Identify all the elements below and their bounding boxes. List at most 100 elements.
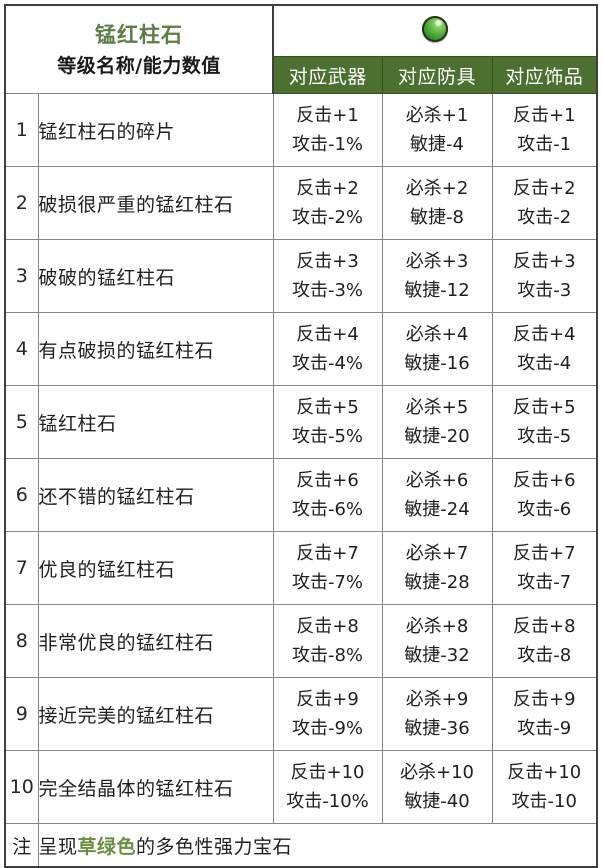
stat-line: 必杀+8 bbox=[405, 615, 469, 637]
stat-line: 攻击-9 bbox=[517, 718, 572, 739]
stat-line: 攻击-5% bbox=[291, 426, 364, 447]
stat-line: 反击+8 bbox=[513, 615, 576, 637]
cell-armor-stats: 必杀+7 敏捷-28 bbox=[381, 531, 493, 605]
cell-armor-stats: 必杀+5 敏捷-20 bbox=[381, 385, 493, 459]
cell-accessory-stats: 反击+10 攻击-10 bbox=[491, 750, 599, 824]
cell-gem-name: 锰红柱石的碎片 bbox=[37, 93, 274, 167]
table-body: 锰红柱石 等级名称/能力数值 对应武器 对应防具 对应饰品 1 锰红柱石的碎片 反击… bbox=[3, 4, 599, 868]
stat-line: 攻击-2% bbox=[291, 207, 364, 228]
stat-line: 反击+10 bbox=[507, 761, 582, 783]
stat-line: 必杀+5 bbox=[405, 396, 469, 418]
stat-line: 反击+2 bbox=[513, 177, 576, 199]
table-row: 3 破破的锰红柱石 反击+3 攻击-3% 必杀+3 敏捷-12 反击+3 攻击-3 bbox=[4, 239, 599, 313]
stat-line: 攻击-7% bbox=[291, 572, 364, 593]
cell-accessory-stats: 反击+9 攻击-9 bbox=[491, 677, 599, 751]
cell-accessory-stats: 反击+2 攻击-2 bbox=[491, 166, 599, 240]
column-header-weapon: 对应武器 bbox=[272, 56, 383, 94]
cell-armor-stats: 必杀+10 敏捷-40 bbox=[381, 750, 493, 824]
cell-accessory-stats: 反击+3 攻击-3 bbox=[491, 239, 599, 313]
cell-level: 2 bbox=[4, 166, 39, 240]
cell-level: 9 bbox=[4, 677, 39, 751]
cell-accessory-stats: 反击+1 攻击-1 bbox=[491, 93, 599, 167]
stat-line: 攻击-1% bbox=[291, 134, 364, 155]
stat-line: 攻击-4% bbox=[291, 353, 364, 374]
table-row: 4 有点破损的锰红柱石 反击+4 攻击-4% 必杀+4 敏捷-16 反击+4 攻击-4 bbox=[4, 312, 599, 386]
note-text: 呈现草绿色的多色性强力宝石 bbox=[37, 823, 599, 868]
gem-icon-cell bbox=[272, 4, 599, 57]
cell-gem-name: 非常优良的锰红柱石 bbox=[37, 604, 274, 678]
table-row: 5 锰红柱石 反击+5 攻击-5% 必杀+5 敏捷-20 反击+5 攻击-5 bbox=[4, 385, 599, 459]
stat-line: 反击+5 bbox=[296, 396, 359, 418]
cell-weapon-stats: 反击+3 攻击-3% bbox=[272, 239, 383, 313]
stat-line: 攻击-10% bbox=[286, 791, 369, 812]
stat-line: 敏捷-20 bbox=[404, 426, 470, 447]
stat-line: 必杀+7 bbox=[405, 542, 469, 564]
stat-line: 敏捷-4 bbox=[410, 134, 464, 155]
table-row: 8 非常优良的锰红柱石 反击+8 攻击-8% 必杀+8 敏捷-32 反击+8 攻击-8 bbox=[4, 604, 599, 678]
note-suffix: 的多色性强力宝石 bbox=[136, 835, 293, 858]
stat-line: 敏捷-24 bbox=[404, 499, 470, 520]
stat-line: 攻击-6% bbox=[291, 499, 364, 520]
cell-gem-name: 破损很严重的锰红柱石 bbox=[37, 166, 274, 240]
stat-line: 反击+7 bbox=[513, 542, 576, 564]
stat-line: 必杀+9 bbox=[405, 688, 469, 710]
table-row: 9 接近完美的锰红柱石 反击+9 攻击-9% 必杀+9 敏捷-36 反击+9 攻击-9 bbox=[4, 677, 599, 751]
cell-armor-stats: 必杀+4 敏捷-16 bbox=[381, 312, 493, 386]
stat-line: 反击+7 bbox=[296, 542, 359, 564]
column-header-armor: 对应防具 bbox=[381, 56, 493, 94]
stat-line: 反击+6 bbox=[513, 469, 576, 491]
cell-level: 6 bbox=[4, 458, 39, 532]
note-prefix: 呈现 bbox=[38, 835, 78, 858]
stat-line: 敏捷-32 bbox=[404, 645, 470, 666]
cell-armor-stats: 必杀+2 敏捷-8 bbox=[381, 166, 493, 240]
stat-line: 必杀+10 bbox=[400, 761, 475, 783]
cell-weapon-stats: 反击+8 攻击-8% bbox=[272, 604, 383, 678]
cell-accessory-stats: 反击+5 攻击-5 bbox=[491, 385, 599, 459]
stat-line: 敏捷-36 bbox=[404, 718, 470, 739]
cell-level: 4 bbox=[4, 312, 39, 386]
note-label: 注 bbox=[4, 823, 39, 868]
stat-line: 反击+9 bbox=[513, 688, 576, 710]
stat-line: 敏捷-28 bbox=[404, 572, 470, 593]
page-subtitle: 等级名称/能力数值 bbox=[57, 55, 221, 78]
cell-level: 3 bbox=[4, 239, 39, 313]
note-highlight: 草绿色 bbox=[77, 835, 137, 858]
cell-weapon-stats: 反击+6 攻击-6% bbox=[272, 458, 383, 532]
stat-line: 反击+5 bbox=[513, 396, 576, 418]
stat-line: 反击+3 bbox=[513, 250, 576, 272]
stat-line: 反击+6 bbox=[296, 469, 359, 491]
stat-line: 攻击-3 bbox=[517, 280, 572, 301]
table-row: 1 锰红柱石的碎片 反击+1 攻击-1% 必杀+1 敏捷-4 反击+1 攻击-1 bbox=[4, 93, 599, 167]
column-header-accessory: 对应饰品 bbox=[491, 56, 599, 94]
stat-line: 攻击-4 bbox=[517, 353, 572, 374]
stat-line: 敏捷-12 bbox=[404, 280, 470, 301]
stat-line: 敏捷-16 bbox=[404, 353, 470, 374]
stat-line: 攻击-8 bbox=[517, 645, 572, 666]
cell-gem-name: 破破的锰红柱石 bbox=[37, 239, 274, 313]
cell-weapon-stats: 反击+10 攻击-10% bbox=[272, 750, 383, 824]
cell-gem-name: 有点破损的锰红柱石 bbox=[37, 312, 274, 386]
stat-line: 攻击-7 bbox=[517, 572, 572, 593]
cell-weapon-stats: 反击+1 攻击-1% bbox=[272, 93, 383, 167]
table-row: 7 优良的锰红柱石 反击+7 攻击-7% 必杀+7 敏捷-28 反击+7 攻击-7 bbox=[4, 531, 599, 605]
cell-armor-stats: 必杀+3 敏捷-12 bbox=[381, 239, 493, 313]
stat-line: 反击+2 bbox=[296, 177, 359, 199]
cell-weapon-stats: 反击+4 攻击-4% bbox=[272, 312, 383, 386]
stat-line: 反击+4 bbox=[296, 323, 359, 345]
gem-stats-table: 锰红柱石 等级名称/能力数值 对应武器 对应防具 对应饰品 1 锰红柱石的碎片 反击… bbox=[3, 4, 599, 868]
cell-gem-name: 接近完美的锰红柱石 bbox=[37, 677, 274, 751]
stat-line: 攻击-8% bbox=[291, 645, 364, 666]
table-row: 2 破损很严重的锰红柱石 反击+2 攻击-2% 必杀+2 敏捷-8 反击+2 攻击-2 bbox=[4, 166, 599, 240]
stat-line: 必杀+2 bbox=[405, 177, 469, 199]
cell-weapon-stats: 反击+9 攻击-9% bbox=[272, 677, 383, 751]
cell-gem-name: 还不错的锰红柱石 bbox=[37, 458, 274, 532]
cell-level: 1 bbox=[4, 93, 39, 167]
stat-line: 反击+10 bbox=[290, 761, 365, 783]
cell-armor-stats: 必杀+9 敏捷-36 bbox=[381, 677, 493, 751]
stat-line: 反击+8 bbox=[296, 615, 359, 637]
stat-line: 反击+9 bbox=[296, 688, 359, 710]
cell-armor-stats: 必杀+6 敏捷-24 bbox=[381, 458, 493, 532]
cell-level: 8 bbox=[4, 604, 39, 678]
cell-armor-stats: 必杀+1 敏捷-4 bbox=[381, 93, 493, 167]
